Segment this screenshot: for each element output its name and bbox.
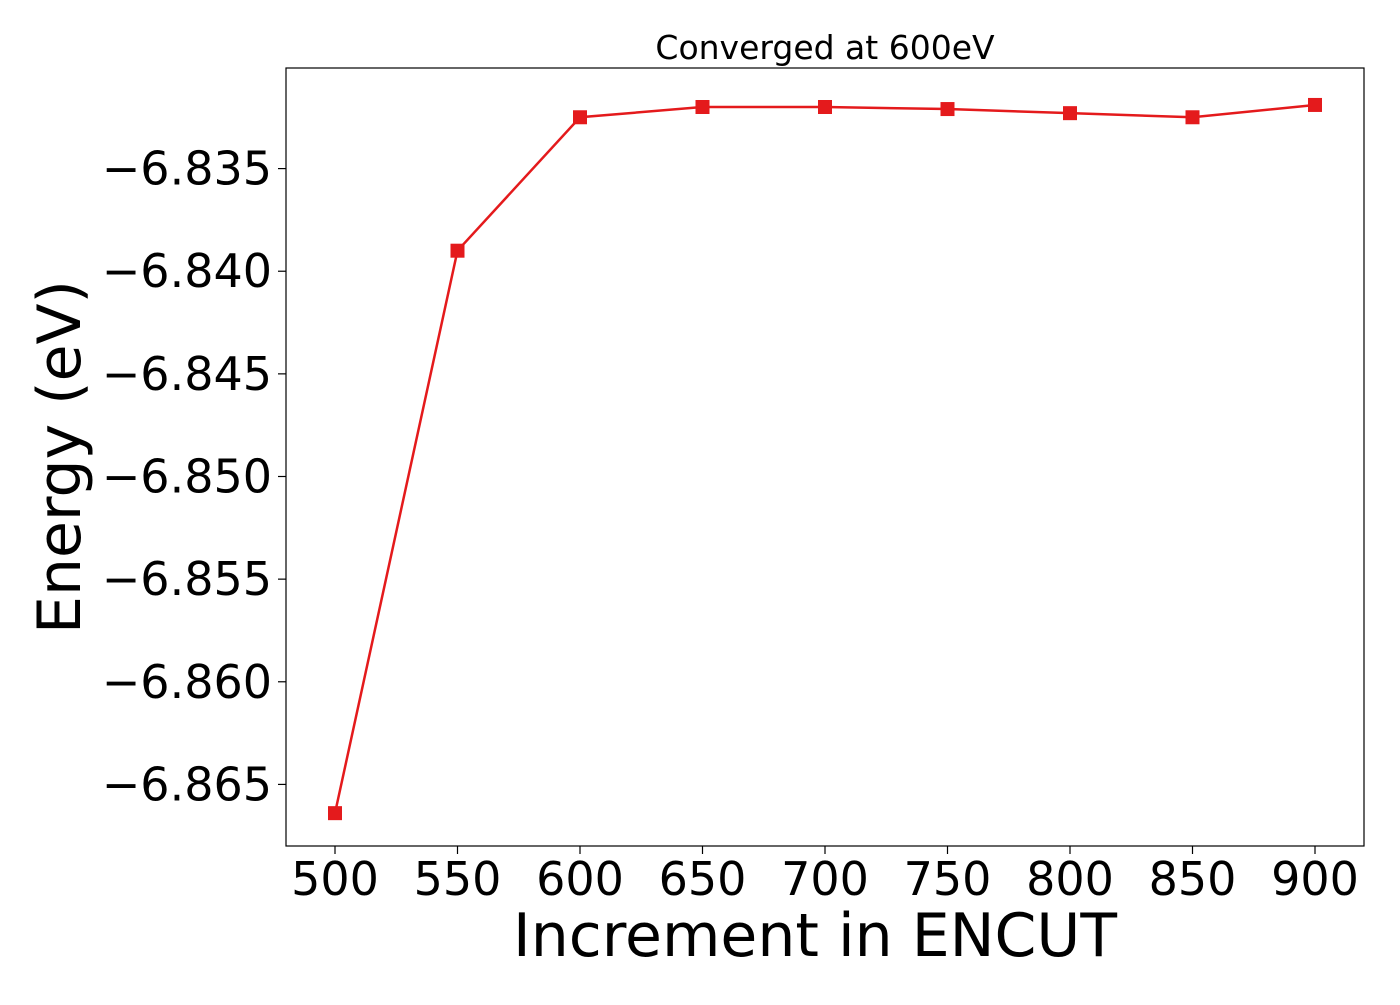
- y-tick-label: −6.845: [102, 347, 272, 401]
- plot-area-frame: [285, 67, 1365, 847]
- x-tick-label: 850: [1149, 852, 1237, 906]
- x-tick-label: 500: [291, 852, 379, 906]
- x-tick-label: 550: [414, 852, 502, 906]
- data-point-marker: [1185, 110, 1200, 125]
- y-tick-label: −6.860: [102, 655, 272, 709]
- y-axis-ticks: −6.835 −6.840 −6.845 −6.850 −6.855 −6.860 −6.8…: [102, 142, 286, 811]
- y-tick-label: −6.835: [102, 142, 272, 196]
- x-tick-label: 800: [1026, 852, 1114, 906]
- y-tick-label: −6.865: [102, 757, 272, 811]
- y-tick-label: −6.850: [102, 450, 272, 504]
- data-point-marker: [1063, 106, 1077, 121]
- series-layer: [328, 97, 1322, 821]
- chart-title: Converged at 600eV: [655, 28, 995, 67]
- y-tick-label: −6.855: [102, 552, 272, 606]
- series-line: [333, 103, 1316, 814]
- data-point-marker: [695, 100, 710, 115]
- data-point-marker: [573, 110, 587, 125]
- data-point-marker: [1308, 97, 1322, 112]
- data-point-marker: [328, 806, 342, 821]
- y-tick-label: −6.840: [102, 244, 272, 298]
- y-axis-label: Energy (eV): [25, 280, 95, 634]
- data-point-marker: [818, 100, 832, 115]
- data-point-marker: [940, 102, 955, 117]
- x-tick-label: 900: [1271, 852, 1359, 906]
- x-tick-label: 700: [781, 852, 869, 906]
- x-tick-label: 650: [659, 852, 747, 906]
- x-tick-label: 750: [904, 852, 992, 906]
- x-tick-label: 600: [536, 852, 624, 906]
- data-point-marker: [450, 243, 465, 258]
- x-axis-label: Increment in ENCUT: [513, 901, 1117, 971]
- x-axis-ticks: 500 550 600 650 700 750 800 850 900: [291, 846, 1359, 906]
